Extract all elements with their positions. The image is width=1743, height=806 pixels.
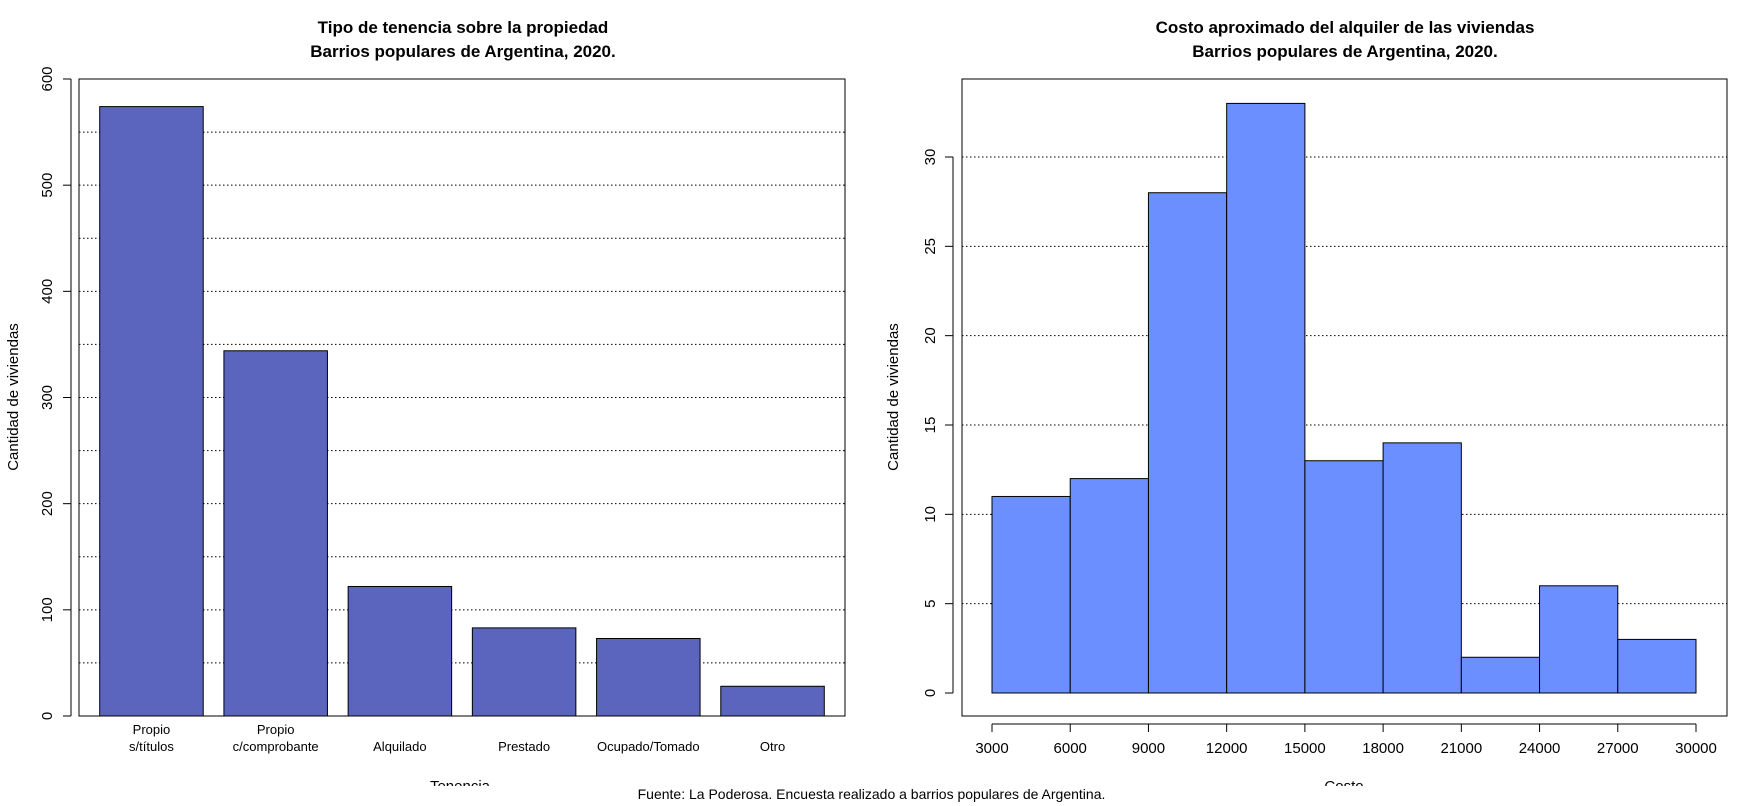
chart2-xtick-label: 18000 [1362,740,1404,757]
chart1-ytick-label: 0 [39,712,56,720]
chart1-bar-6 [720,685,825,717]
chart1-xtick-label: c/comprobante [233,739,319,754]
chart2-xtick-label: 27000 [1597,740,1639,757]
chart2-subtitle: Barrios populares de Argentina, 2020. [1192,42,1497,61]
chart1-title: Tipo de tenencia sobre la propiedad [318,18,609,37]
chart2-bar-4 [1226,102,1306,694]
chart2-plot-frame [961,78,1728,717]
chart1-bar-3 [347,585,453,717]
chart1-ytick-label: 200 [39,491,56,516]
chart1-xtick-label: Propio [257,722,295,737]
chart2-ytick-label: 10 [922,506,939,523]
chart2-ytick-label: 0 [922,689,939,697]
chart2-ytick-label: 15 [922,417,939,434]
chart1-bar-4 [471,627,577,717]
chart2-xtick-label: 3000 [975,740,1008,757]
chart1-xtick-label: Prestado [498,739,550,754]
chart2-xtick-label: 9000 [1132,740,1165,757]
chart2-xtick-label: 24000 [1519,740,1561,757]
chart1-subtitle: Barrios populares de Argentina, 2020. [310,42,615,61]
chart1-bar-1 [99,106,204,717]
chart1-bar-5 [596,637,701,717]
chart1-ytick-label: 400 [39,279,56,304]
chart1-ytick-label: 600 [39,66,56,91]
chart2-bar-6 [1382,442,1462,694]
chart1-ytick-label: 100 [39,597,56,622]
chart1-xlabel: Tenencia [430,778,491,786]
chart2-xtick-label: 12000 [1206,740,1248,757]
chart1-xtick-label: Alquilado [373,739,427,754]
chart1-ylabel: Cantidad de viviendas [5,323,22,471]
chart2-bar-5 [1304,460,1384,694]
chart1-plot-frame [78,78,846,717]
source-caption: Fuente: La Poderosa. Encuesta realizado … [637,786,1106,802]
figure: Tipo de tenencia sobre la propiedad Barri… [5,18,1728,786]
chart2-xtick-label: 15000 [1284,740,1326,757]
chart2-xtick-label: 30000 [1675,740,1717,757]
chart2-title: Costo aproximado del alquiler de las viv… [1156,18,1535,37]
chart2-bar-8 [1539,585,1619,694]
chart2-ytick-label: 30 [922,149,939,166]
chart2-bar-2 [1069,478,1149,694]
chart2-ytick-label: 20 [922,327,939,344]
chart2-xtick-label: 6000 [1054,740,1087,757]
chart1-xtick-label: s/títulos [129,739,174,754]
chart2-bar-1 [991,495,1071,694]
chart2-ylabel: Cantidad de viviendas [885,323,902,471]
chart1-bar-2 [223,350,328,717]
chart2-ytick-label: 5 [922,599,939,607]
chart1-xtick-label: Propio [133,722,171,737]
chart1-ytick-label: 500 [39,173,56,198]
chart1-xtick-label: Ocupado/Tomado [597,739,700,754]
chart2-ytick-label: 25 [922,238,939,255]
chart1-ytick-label: 300 [39,385,56,410]
chart2-xlabel: Costo [1324,778,1363,786]
chart2-bar-7 [1460,656,1541,694]
chart2-bar-3 [1147,192,1228,694]
chart1-xtick-label: Otro [760,739,785,754]
chart2-xtick-label: 21000 [1440,740,1482,757]
chart2-bar-9 [1617,638,1697,694]
